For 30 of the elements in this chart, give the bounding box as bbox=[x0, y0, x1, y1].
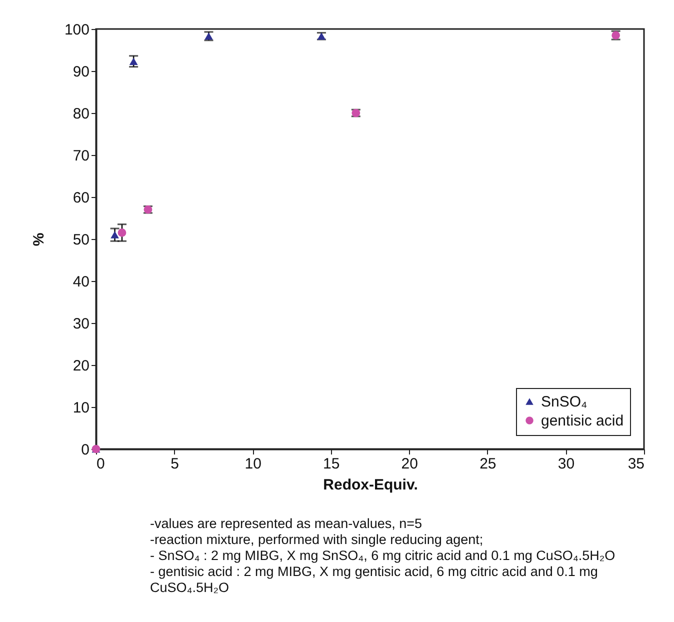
point bbox=[129, 58, 138, 65]
text: - gentisic acid : 2 mg MIBG, X mg gentisic acid, 6 mg citric acid and 0.1 mg CuSO₄.5H₂O bbox=[150, 564, 599, 596]
text: -values are represented as mean-values, n=5 bbox=[150, 516, 424, 532]
y-axis-title: % bbox=[30, 232, 48, 246]
text: -reaction mixture, performed with single reducing agent; bbox=[150, 532, 484, 548]
y-tick-label: 90 bbox=[72, 64, 90, 80]
legend-label: SnSO₄ bbox=[541, 394, 588, 410]
x-axis-title: Redox-Equiv. bbox=[323, 476, 418, 494]
y-tick-label: 40 bbox=[72, 274, 90, 290]
y-tick-label: 80 bbox=[72, 106, 90, 122]
x-tick-label: 30 bbox=[558, 456, 575, 472]
x-tick-label: 15 bbox=[323, 456, 340, 472]
y-tick-label: 50 bbox=[72, 232, 90, 248]
legend-label: gentisic acid bbox=[541, 412, 624, 430]
x-tick-label: 10 bbox=[244, 456, 262, 472]
x-tick-label: 35 bbox=[628, 456, 644, 472]
y-tick-label: 70 bbox=[72, 148, 90, 164]
point bbox=[118, 228, 126, 237]
y-tick-label: 10 bbox=[72, 400, 90, 416]
text: - SnSO₄ : 2 mg MIBG, X mg SnSO₄, 6 mg citric acid and 0.1 mg CuSO₄.5H₂O bbox=[150, 548, 616, 564]
point bbox=[110, 231, 119, 238]
x-tick-label: 5 bbox=[170, 456, 179, 472]
x-tick-label: 25 bbox=[480, 456, 496, 472]
y-tick-label: 60 bbox=[72, 190, 90, 206]
y-tick-label: 100 bbox=[64, 22, 90, 38]
y-tick-label: 30 bbox=[72, 316, 90, 332]
y-tick-label: 0 bbox=[81, 442, 90, 458]
x-tick-label: 20 bbox=[401, 456, 418, 472]
y-tick-label: 20 bbox=[72, 358, 90, 374]
x-tick-label: 0 bbox=[96, 456, 105, 472]
